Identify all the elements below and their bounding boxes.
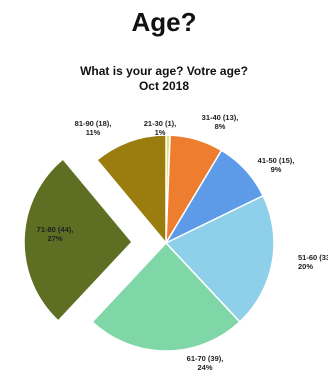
slice-label-percent: 27% <box>47 234 62 243</box>
pie-slice-71-80 <box>23 157 134 322</box>
slice-label-category: 51-60 (33), <box>298 253 328 262</box>
slice-label-percent: 20% <box>298 262 313 271</box>
slice-label-percent: 9% <box>271 165 282 174</box>
slice-label: 31-40 (13), 8% <box>202 113 239 131</box>
slice-label-category: 21-30 (1), <box>144 119 177 128</box>
slice-label-percent: 24% <box>197 363 212 372</box>
slice-label-category: 31-40 (13), <box>202 113 239 122</box>
chart-title: What is your age? Votre age? Oct 2018 <box>0 64 328 94</box>
slice-label-percent: 11% <box>86 128 101 137</box>
slice-label: 51-60 (33),20% <box>298 253 328 271</box>
slice-label-category: 41-50 (15), <box>258 156 295 165</box>
chart-title-line: What is your age? Votre age? <box>80 64 248 78</box>
slice-label: 61-70 (39), 24% <box>187 354 224 372</box>
slice-label: 71-80 (44), 27% <box>37 225 74 243</box>
chart-subtitle: Oct 2018 <box>138 79 190 93</box>
slice-label: 21-30 (1), 1% <box>144 119 177 137</box>
slice-label: 81-90 (18), 11% <box>75 119 112 137</box>
slice-label-percent: 1% <box>155 128 166 137</box>
pie-slice-61-70 <box>91 241 241 352</box>
slice-label-category: 81-90 (18), <box>75 119 112 128</box>
pie-slice-81-90 <box>95 134 167 246</box>
slice-label-percent: 8% <box>215 122 226 131</box>
slice-label-category: 61-70 (39), <box>187 354 224 363</box>
page-title: Age? <box>131 7 197 37</box>
slice-label: 41-50 (15), 9% <box>258 156 295 174</box>
slice-label-category: 71-80 (44), <box>37 225 74 234</box>
pie-slice-51-60 <box>164 194 275 323</box>
